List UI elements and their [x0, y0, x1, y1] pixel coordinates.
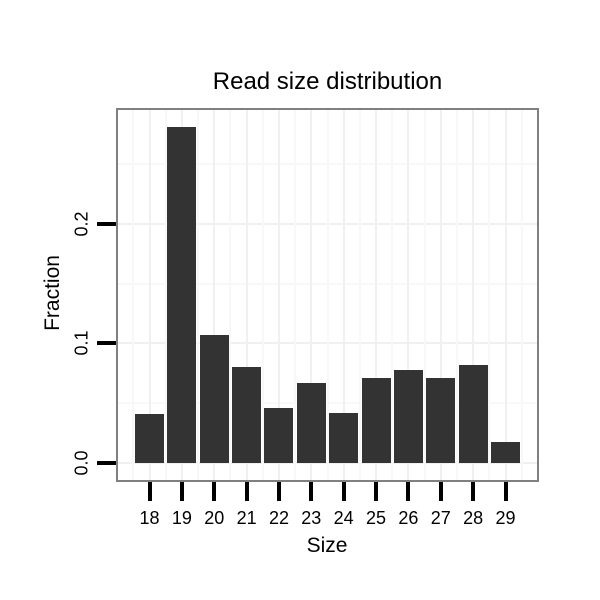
y-tick — [97, 341, 116, 346]
gridline-minor-vertical — [229, 110, 232, 480]
gridline-major-vertical — [472, 110, 475, 480]
x-tick-label: 27 — [430, 508, 451, 528]
y-tick-label: 0.0 — [71, 450, 92, 476]
gridline-major-vertical — [342, 110, 345, 480]
x-tick-label: 28 — [463, 508, 484, 528]
x-tick-label: 19 — [171, 508, 192, 528]
x-tick-label: 23 — [301, 508, 322, 528]
bar — [296, 383, 326, 464]
bar — [199, 335, 229, 464]
gridline-minor-vertical — [164, 110, 167, 480]
x-tick — [341, 482, 346, 501]
gridline-major-vertical — [213, 110, 216, 480]
gridline-minor-vertical — [358, 110, 361, 480]
x-tick — [276, 482, 281, 501]
x-tick-label: 22 — [268, 508, 289, 528]
y-tick-label: 0.2 — [71, 211, 92, 237]
x-tick — [438, 482, 443, 501]
x-tick-label: 26 — [398, 508, 419, 528]
y-tick — [97, 461, 116, 466]
x-tick — [471, 482, 476, 501]
y-tick-label: 0.1 — [71, 330, 92, 356]
gridline-minor-vertical — [455, 110, 458, 480]
gridline-major-vertical — [439, 110, 442, 480]
bar — [167, 126, 197, 464]
plot-panel — [116, 108, 539, 482]
bar — [458, 365, 488, 464]
gridline-major-vertical — [277, 110, 280, 480]
gridline-minor-vertical — [423, 110, 426, 480]
y-axis-title: Fraction — [41, 255, 64, 331]
gridline-minor-vertical — [261, 110, 264, 480]
x-tick-label: 25 — [366, 508, 387, 528]
gridline-major-vertical — [407, 110, 410, 480]
x-tick — [244, 482, 249, 501]
gridline-major-vertical — [375, 110, 378, 480]
gridline-minor-vertical — [197, 110, 200, 480]
x-axis-title: Size — [306, 534, 348, 557]
gridline-minor-vertical — [488, 110, 491, 480]
bar — [135, 414, 164, 464]
gridline-minor-vertical — [520, 110, 523, 480]
gridline-major-vertical — [245, 110, 248, 480]
gridline-major-vertical — [504, 110, 507, 480]
bar — [361, 378, 391, 464]
gridline-major-vertical — [310, 110, 313, 480]
chart-title: Read size distribution — [212, 68, 443, 95]
bar — [264, 408, 294, 464]
y-tick — [97, 221, 116, 226]
x-tick — [179, 482, 184, 501]
bar — [232, 367, 262, 464]
bar — [393, 369, 423, 464]
x-tick — [309, 482, 314, 501]
gridline-minor-vertical — [132, 110, 135, 480]
x-tick — [503, 482, 508, 501]
gridline-minor-vertical — [326, 110, 329, 480]
x-tick-label: 29 — [495, 508, 516, 528]
x-tick — [212, 482, 217, 501]
x-tick — [374, 482, 379, 501]
x-tick-label: 21 — [236, 508, 257, 528]
x-tick-label: 20 — [204, 508, 225, 528]
x-tick-label: 24 — [333, 508, 354, 528]
x-tick — [406, 482, 411, 501]
x-tick-label: 18 — [139, 508, 160, 528]
gridline-minor-vertical — [391, 110, 394, 480]
bar — [491, 441, 520, 464]
bar — [329, 412, 359, 464]
plot-area — [118, 110, 537, 480]
gridline-major-vertical — [148, 110, 151, 480]
gridline-minor-vertical — [294, 110, 297, 480]
bar — [426, 378, 456, 464]
x-tick — [147, 482, 152, 501]
